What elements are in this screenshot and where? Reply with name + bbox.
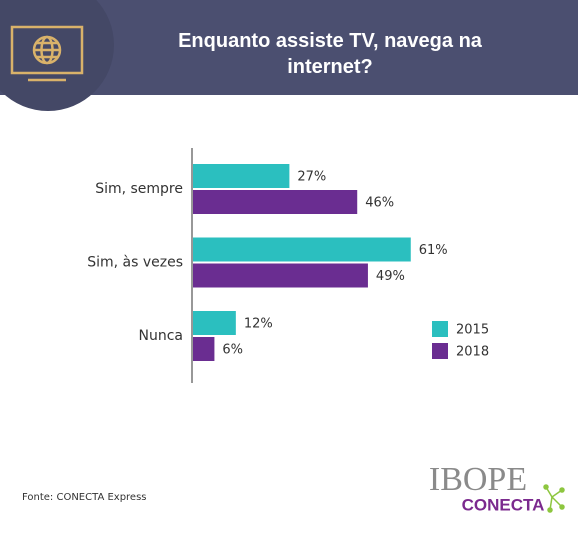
- value-label: 27%: [297, 170, 326, 185]
- value-label: 6%: [222, 343, 243, 358]
- tv-icon: [10, 25, 84, 82]
- chart-title: Enquanto assiste TV, navega na internet?: [178, 30, 482, 78]
- bar: [193, 263, 368, 288]
- bar: [193, 164, 290, 188]
- value-label: 61%: [419, 243, 448, 258]
- bar: [193, 311, 236, 335]
- value-label: 46%: [365, 196, 394, 211]
- bar: [193, 337, 215, 361]
- bar: [193, 237, 411, 262]
- legend-label: 2015: [456, 323, 489, 338]
- bar: [193, 190, 358, 214]
- category-label: Sim, sempre: [95, 181, 183, 197]
- logo-bottom: CONECTA: [462, 495, 545, 514]
- legend-swatch: [432, 321, 448, 337]
- legend-swatch: [432, 343, 448, 359]
- logo-sparkle: [543, 484, 565, 513]
- value-label: 12%: [244, 317, 273, 332]
- legend-label: 2018: [456, 345, 489, 360]
- category-label: Sim, às vezes: [87, 255, 183, 271]
- logo-top: IBOPE: [429, 461, 527, 498]
- category-label: Nunca: [139, 328, 184, 344]
- value-label: 49%: [376, 269, 405, 284]
- source: Fonte: CONECTA Express: [22, 492, 147, 503]
